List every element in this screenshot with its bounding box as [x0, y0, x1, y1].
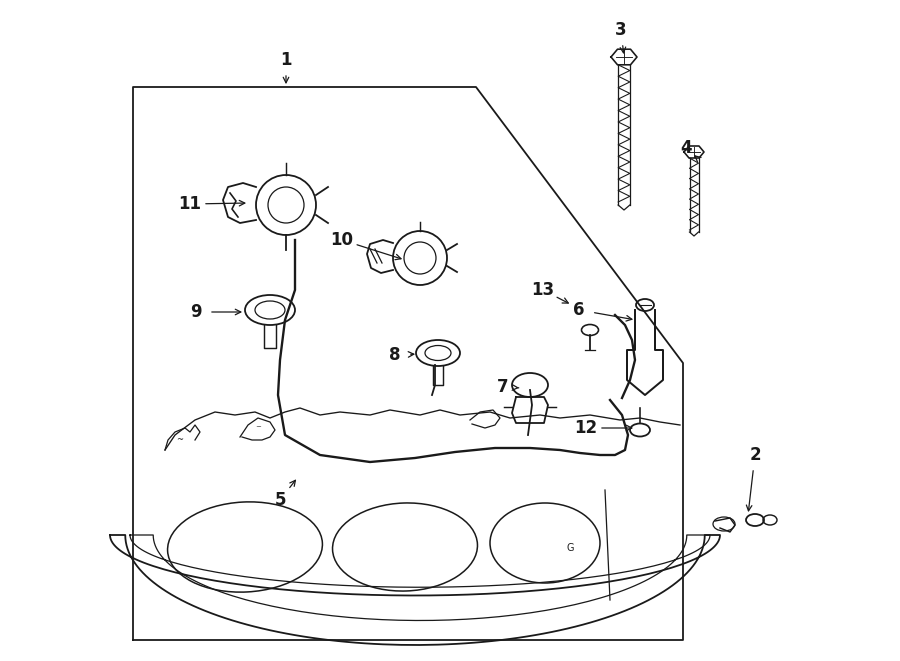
Text: 8: 8	[389, 346, 400, 364]
Text: ~: ~	[255, 424, 261, 430]
Text: 12: 12	[574, 419, 598, 437]
Text: 10: 10	[330, 231, 354, 249]
Text: 4: 4	[680, 139, 692, 157]
Text: 7: 7	[497, 378, 508, 396]
Text: 11: 11	[178, 195, 202, 213]
Text: 5: 5	[274, 491, 286, 509]
Text: 6: 6	[573, 301, 585, 319]
Text: 3: 3	[616, 21, 626, 39]
Text: ~: ~	[176, 436, 184, 444]
Text: 1: 1	[280, 51, 292, 69]
Text: 13: 13	[531, 281, 554, 299]
Text: 2: 2	[749, 446, 760, 464]
Text: G: G	[566, 543, 574, 553]
Text: 9: 9	[190, 303, 202, 321]
